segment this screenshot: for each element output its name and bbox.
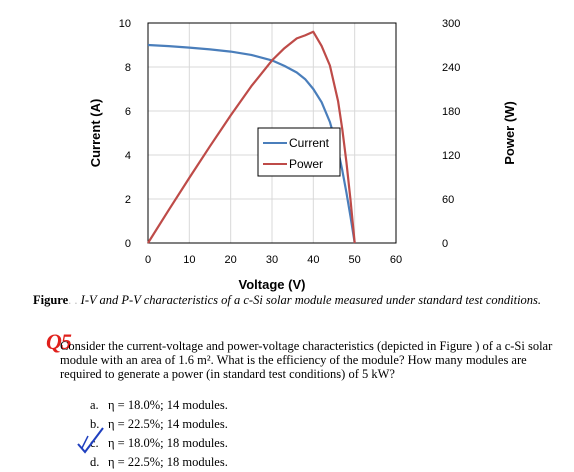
option-letter: a. bbox=[90, 398, 99, 412]
legend-current-label: Current bbox=[289, 136, 330, 150]
caption-dots: . . bbox=[68, 293, 78, 307]
y-right-tick-label: 300 bbox=[442, 18, 460, 30]
plot-frame bbox=[147, 22, 397, 244]
option-b[interactable]: b. η = 22.5%; 14 modules. bbox=[90, 415, 228, 434]
option-text: η = 22.5%; 18 modules. bbox=[108, 455, 228, 469]
y-right-axis-label: Power (W) bbox=[502, 101, 517, 165]
option-letter: d. bbox=[90, 455, 100, 469]
y-left-tick-label: 0 bbox=[125, 238, 131, 250]
chart-series bbox=[147, 30, 356, 244]
question-marker: Q5 bbox=[46, 329, 72, 354]
figure-caption: Figure. . I-V and P-V characteristics of… bbox=[0, 293, 574, 307]
x-tick-label: 0 bbox=[145, 254, 151, 266]
legend: Current Power bbox=[257, 127, 341, 177]
legend-power-label: Power bbox=[289, 157, 323, 171]
caption-label: Figure bbox=[32, 293, 69, 307]
y-left-axis-ticks: 0 2 4 6 8 10 bbox=[119, 18, 131, 250]
option-c[interactable]: c. η = 18.0%; 18 modules. bbox=[90, 434, 228, 453]
option-letter: b. bbox=[90, 417, 100, 431]
question-text: Consider the current-voltage and power-v… bbox=[60, 339, 553, 381]
series-line-current bbox=[147, 43, 356, 244]
x-axis-label: Voltage (V) bbox=[239, 277, 306, 292]
iv-pv-chart: 0 10 20 30 40 50 60 0 2 4 6 8 10 0 60 120 180 240 300 Vo… bbox=[88, 18, 517, 292]
y-left-tick-label: 8 bbox=[125, 62, 131, 74]
check-mark-icon bbox=[77, 427, 104, 454]
y-right-tick-label: 0 bbox=[442, 238, 448, 250]
x-tick-label: 30 bbox=[266, 254, 278, 266]
y-right-tick-label: 240 bbox=[442, 62, 460, 74]
y-right-tick-label: 120 bbox=[442, 150, 460, 162]
x-tick-label: 60 bbox=[390, 254, 402, 266]
y-right-tick-label: 60 bbox=[442, 194, 454, 206]
y-left-tick-label: 6 bbox=[125, 106, 131, 118]
x-tick-label: 50 bbox=[349, 254, 361, 266]
option-text: η = 22.5%; 14 modules. bbox=[108, 417, 228, 431]
option-letter: c. bbox=[90, 436, 99, 450]
x-tick-label: 10 bbox=[183, 254, 195, 266]
option-d[interactable]: d. η = 22.5%; 18 modules. bbox=[90, 453, 228, 472]
y-right-axis-ticks: 0 60 120 180 240 300 bbox=[442, 18, 460, 250]
x-tick-label: 20 bbox=[225, 254, 237, 266]
x-axis-ticks: 0 10 20 30 40 50 60 bbox=[145, 254, 402, 266]
answer-options: a. η = 18.0%; 14 modules. b. η = 22.5%; 14… bbox=[90, 396, 228, 472]
option-a[interactable]: a. η = 18.0%; 14 modules. bbox=[90, 396, 228, 415]
y-left-axis-label: Current (A) bbox=[88, 99, 103, 168]
option-text: η = 18.0%; 18 modules. bbox=[108, 436, 228, 450]
caption-text: I-V and P-V characteristics of a c-Si so… bbox=[80, 293, 542, 307]
y-right-tick-label: 180 bbox=[442, 106, 460, 118]
y-left-tick-label: 4 bbox=[125, 150, 131, 162]
option-text: η = 18.0%; 14 modules. bbox=[108, 398, 228, 412]
x-tick-label: 40 bbox=[307, 254, 319, 266]
y-left-tick-label: 10 bbox=[119, 18, 131, 30]
y-left-tick-label: 2 bbox=[125, 194, 131, 206]
series-line-power bbox=[147, 30, 356, 244]
